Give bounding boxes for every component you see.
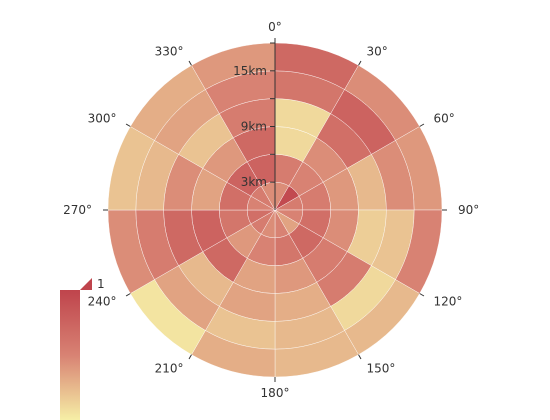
angle-tick <box>125 293 131 297</box>
angle-label: 0° <box>268 20 282 34</box>
angle-tick <box>419 293 425 297</box>
angle-tick <box>419 123 425 127</box>
angle-label: 150° <box>367 362 396 376</box>
radius-label: 15km <box>233 64 267 78</box>
angle-label: 300° <box>88 112 117 126</box>
angle-tick <box>125 123 131 127</box>
angle-label: 30° <box>367 45 388 59</box>
angle-label: 180° <box>261 386 290 400</box>
angle-tick <box>188 354 192 360</box>
angle-label: 60° <box>434 112 455 126</box>
angle-label: 270° <box>63 203 92 217</box>
visual-map[interactable]: 1 <box>60 277 105 420</box>
visual-map-max-label: 1 <box>97 277 105 291</box>
visual-map-handle[interactable] <box>80 278 92 290</box>
angle-tick <box>358 354 362 360</box>
angle-label: 90° <box>458 203 479 217</box>
angle-label: 120° <box>434 295 463 309</box>
angle-label: 240° <box>88 295 117 309</box>
angle-label: 330° <box>155 45 184 59</box>
radius-label: 3km <box>241 175 267 189</box>
angle-tick <box>188 60 192 66</box>
visual-map-bar <box>60 290 80 420</box>
angle-label: 210° <box>155 362 184 376</box>
radius-label: 9km <box>241 120 267 134</box>
angle-tick <box>358 60 362 66</box>
